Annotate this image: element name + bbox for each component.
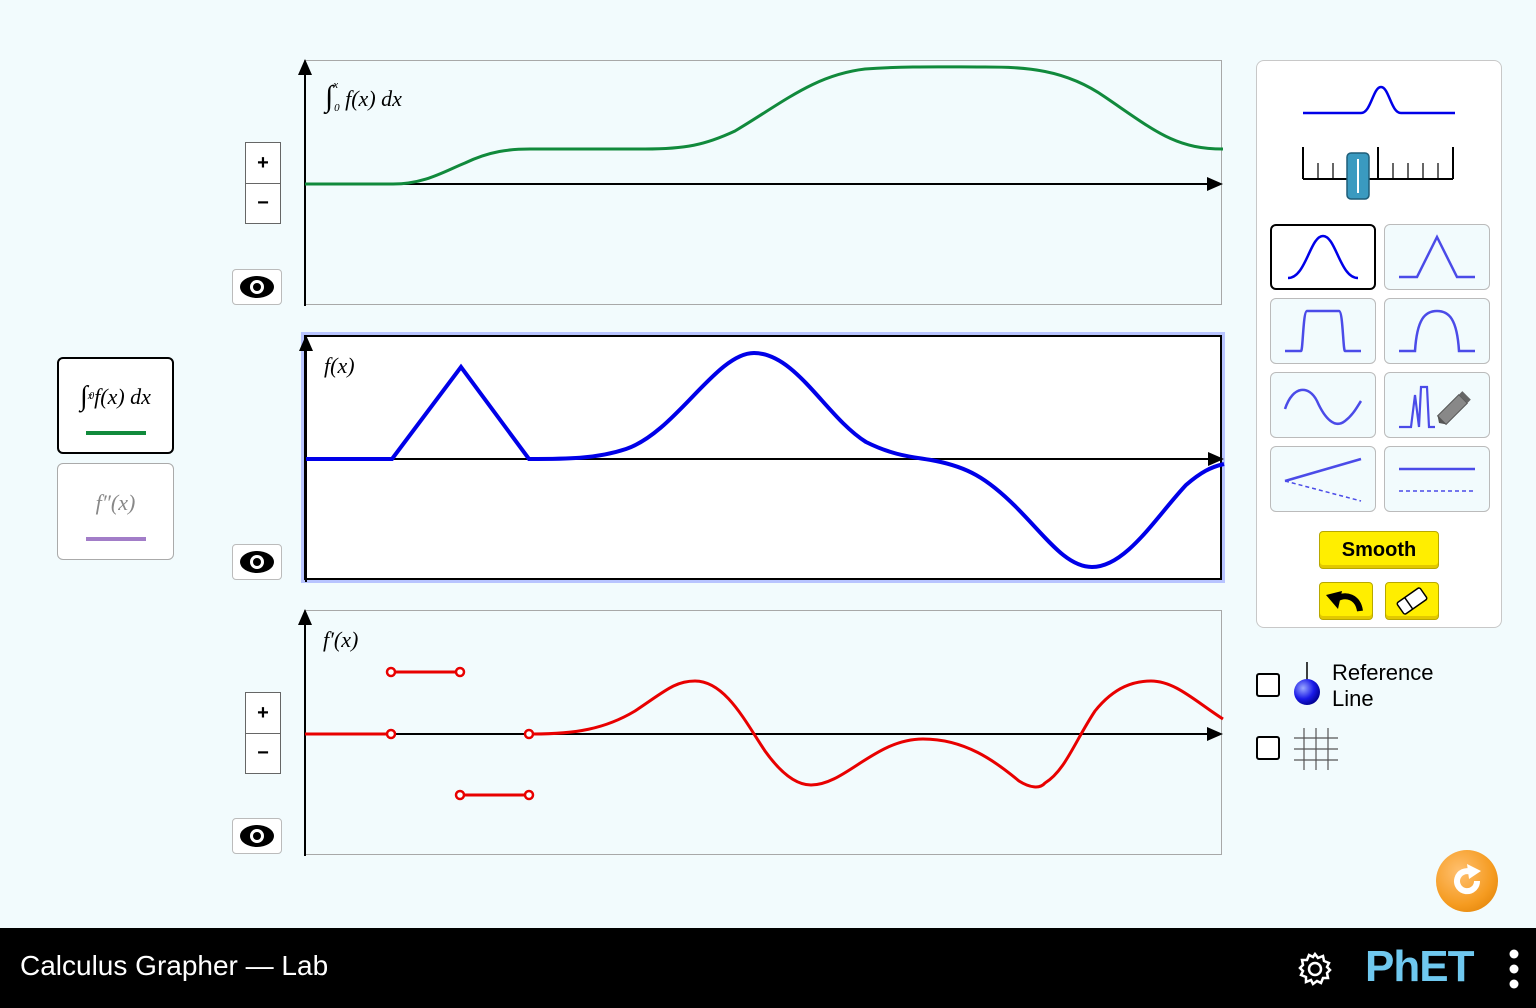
derivative-visibility-button[interactable] (232, 818, 282, 854)
reset-arrow-icon (1454, 864, 1481, 895)
original-graph-label: f(x) (324, 353, 355, 378)
curve-manipulation-panel: Smooth (1256, 60, 1502, 628)
reference-line-checkbox[interactable] (1256, 673, 1280, 697)
second-derivative-toggle-color-bar (85, 536, 146, 541)
integral-curve-toggle[interactable]: ∫ x 0 f(x) dx (57, 357, 174, 454)
derivative-graph-label: f′(x) (323, 627, 359, 652)
shape-triangle-button[interactable] (1384, 224, 1490, 290)
shape-freeform-button[interactable] (1384, 372, 1490, 438)
derivative-x-axis-arrow (1207, 727, 1223, 741)
integral-x-axis-arrow (1207, 177, 1223, 191)
shape-sinusoid-button[interactable] (1270, 372, 1376, 438)
integral-y-axis-arrow (298, 59, 312, 75)
shape-pedestal-button[interactable] (1270, 298, 1376, 364)
integral-label-body: f(x) dx (345, 86, 402, 111)
integral-upper-limit: x (333, 79, 339, 91)
undo-button[interactable] (1319, 582, 1373, 620)
original-x-axis-arrow (1208, 452, 1224, 466)
integral-graph-plot (298, 59, 1224, 306)
integral-toggle-label: ∫ x 0 f(x) dx (80, 377, 151, 417)
integral-sign: ∫ (325, 80, 334, 113)
integral-toggle-upper: x (87, 391, 93, 402)
shape-shift-button[interactable] (1384, 446, 1490, 512)
integral-zoom-out-button[interactable]: − (246, 183, 280, 223)
phet-logo[interactable]: PhET (1365, 942, 1474, 991)
derivative-curve (305, 670, 1224, 797)
reference-line-label-line2: Line (1332, 686, 1374, 711)
second-derivative-toggle-label: f″(x) (95, 489, 136, 515)
integral-graph-label: ∫x 0 f(x) dx (325, 79, 402, 114)
freeform-pencil-icon (1399, 385, 1471, 429)
second-derivative-curve-toggle[interactable]: f″(x) (57, 463, 174, 560)
integral-lower-limit: 0 (334, 102, 340, 115)
integral-graph: ∫x 0 f(x) dx (298, 59, 1224, 306)
derivative-graph: f′(x) (298, 609, 1224, 856)
app-title: Calculus Grapher — Lab (20, 950, 329, 981)
reference-line-icon (1294, 662, 1320, 705)
original-curve (306, 350, 1225, 570)
derivative-y-axis-arrow (298, 609, 312, 625)
grid-icon (1294, 728, 1338, 770)
parabola-icon (1399, 309, 1475, 353)
width-slider[interactable] (1301, 141, 1457, 203)
integral-zoom-in-button[interactable]: + (246, 143, 280, 183)
gear-icon[interactable] (1296, 950, 1334, 988)
eye-icon (240, 276, 274, 298)
original-visibility-button[interactable] (232, 544, 282, 580)
original-y-axis-arrow (299, 335, 313, 351)
width-preview-hill-icon (1303, 85, 1455, 115)
derivative-discontinuity-markers (385, 666, 535, 801)
eye-icon (240, 551, 274, 573)
smooth-button[interactable]: Smooth (1319, 531, 1439, 569)
integral-toggle-color-bar (85, 430, 146, 435)
derivative-zoom-in-button[interactable]: + (246, 693, 280, 733)
navigation-bar: Calculus Grapher — Lab PhET (0, 928, 1536, 1008)
reference-line-label: Reference Line (1332, 660, 1434, 712)
grid-checkbox[interactable] (1256, 736, 1280, 760)
eye-icon (240, 825, 274, 847)
shape-parabola-button[interactable] (1384, 298, 1490, 364)
eraser-icon (1396, 587, 1428, 615)
kebab-menu-icon[interactable] (1504, 946, 1524, 992)
reset-all-button[interactable] (1436, 850, 1498, 912)
undo-arrow-icon (1326, 591, 1363, 612)
integral-zoom-controls: + − (245, 142, 281, 224)
integral-curve (305, 65, 1224, 186)
triangle-icon (1399, 234, 1475, 279)
derivative-zoom-out-button[interactable]: − (246, 733, 280, 773)
original-graph[interactable]: f(x) (299, 335, 1225, 582)
integral-toggle-sign: ∫ (80, 380, 88, 412)
shift-icon (1399, 467, 1475, 492)
shape-tilt-button[interactable] (1270, 446, 1376, 512)
derivative-zoom-controls: + − (245, 692, 281, 774)
integral-toggle-lower: 0 (89, 391, 95, 402)
reference-line-label-line1: Reference (1332, 660, 1434, 685)
integral-toggle-body: f(x) dx (94, 383, 151, 409)
shape-hill-button[interactable] (1270, 224, 1376, 290)
tilt-icon (1284, 457, 1362, 502)
integral-visibility-button[interactable] (232, 269, 282, 305)
sinusoid-icon (1283, 388, 1363, 426)
pedestal-icon (1285, 309, 1361, 353)
gaussian-hill-icon (1287, 234, 1359, 280)
original-graph-plot[interactable] (299, 335, 1225, 582)
derivative-graph-plot (298, 609, 1224, 856)
pencil-icon (1436, 391, 1471, 426)
erase-button[interactable] (1385, 582, 1439, 620)
